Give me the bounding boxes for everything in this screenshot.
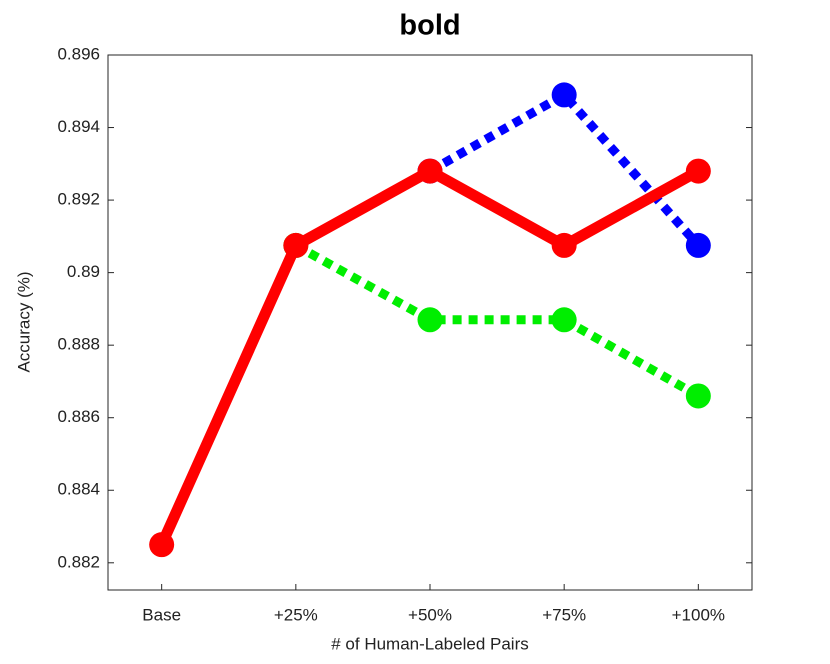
y-axis-label: Accuracy (%) bbox=[14, 271, 33, 372]
series-marker bbox=[551, 232, 577, 258]
y-tick-label: 0.896 bbox=[57, 44, 100, 63]
y-tick-label: 0.886 bbox=[57, 407, 100, 426]
x-tick-label: +75% bbox=[542, 605, 586, 624]
series-line bbox=[427, 90, 702, 249]
series-marker bbox=[551, 307, 577, 333]
series-marker bbox=[685, 158, 711, 184]
y-tick-label: 0.892 bbox=[57, 190, 100, 209]
y-tick-label: 0.884 bbox=[57, 480, 100, 499]
x-tick-label: +50% bbox=[408, 605, 452, 624]
chart-title: bold bbox=[399, 10, 460, 42]
x-tick-label: +25% bbox=[274, 605, 318, 624]
y-tick-label: 0.894 bbox=[57, 117, 100, 136]
y-tick-label: 0.888 bbox=[57, 335, 100, 354]
series-marker bbox=[551, 82, 577, 108]
series-marker bbox=[417, 307, 443, 333]
x-axis-label: # of Human-Labeled Pairs bbox=[331, 634, 529, 653]
series-marker bbox=[149, 532, 175, 558]
y-tick-label: 0.89 bbox=[67, 262, 100, 281]
series-marker bbox=[685, 383, 711, 409]
series-marker bbox=[283, 232, 309, 258]
x-tick-label: Base bbox=[142, 605, 181, 624]
series-line bbox=[156, 165, 701, 547]
series-line bbox=[293, 241, 701, 400]
series-marker bbox=[685, 232, 711, 258]
series-marker bbox=[417, 158, 443, 184]
x-tick-label: +100% bbox=[672, 605, 725, 624]
y-tick-label: 0.882 bbox=[57, 552, 100, 571]
